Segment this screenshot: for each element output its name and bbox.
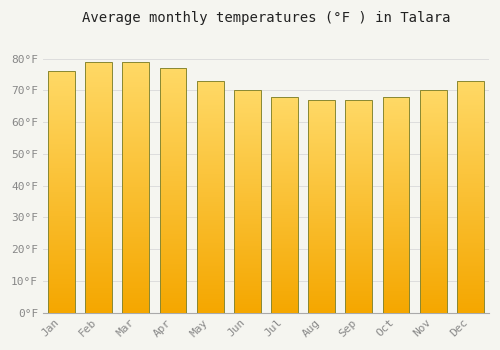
Title: Average monthly temperatures (°F ) in Talara: Average monthly temperatures (°F ) in Ta… [82, 11, 450, 25]
Bar [271, 97, 298, 313]
Bar [346, 100, 372, 313]
Bar [160, 68, 186, 313]
Bar [420, 90, 446, 313]
Bar [122, 62, 149, 313]
Bar [160, 68, 186, 313]
Bar [48, 71, 75, 313]
Bar [234, 90, 260, 313]
Bar [457, 81, 483, 313]
Bar [382, 97, 409, 313]
Bar [122, 62, 149, 313]
Bar [197, 81, 224, 313]
Bar [86, 62, 112, 313]
Bar [346, 100, 372, 313]
Bar [420, 90, 446, 313]
Bar [308, 100, 335, 313]
Bar [48, 71, 75, 313]
Bar [382, 97, 409, 313]
Bar [197, 81, 224, 313]
Bar [86, 62, 112, 313]
Bar [234, 90, 260, 313]
Bar [457, 81, 483, 313]
Bar [308, 100, 335, 313]
Bar [271, 97, 298, 313]
